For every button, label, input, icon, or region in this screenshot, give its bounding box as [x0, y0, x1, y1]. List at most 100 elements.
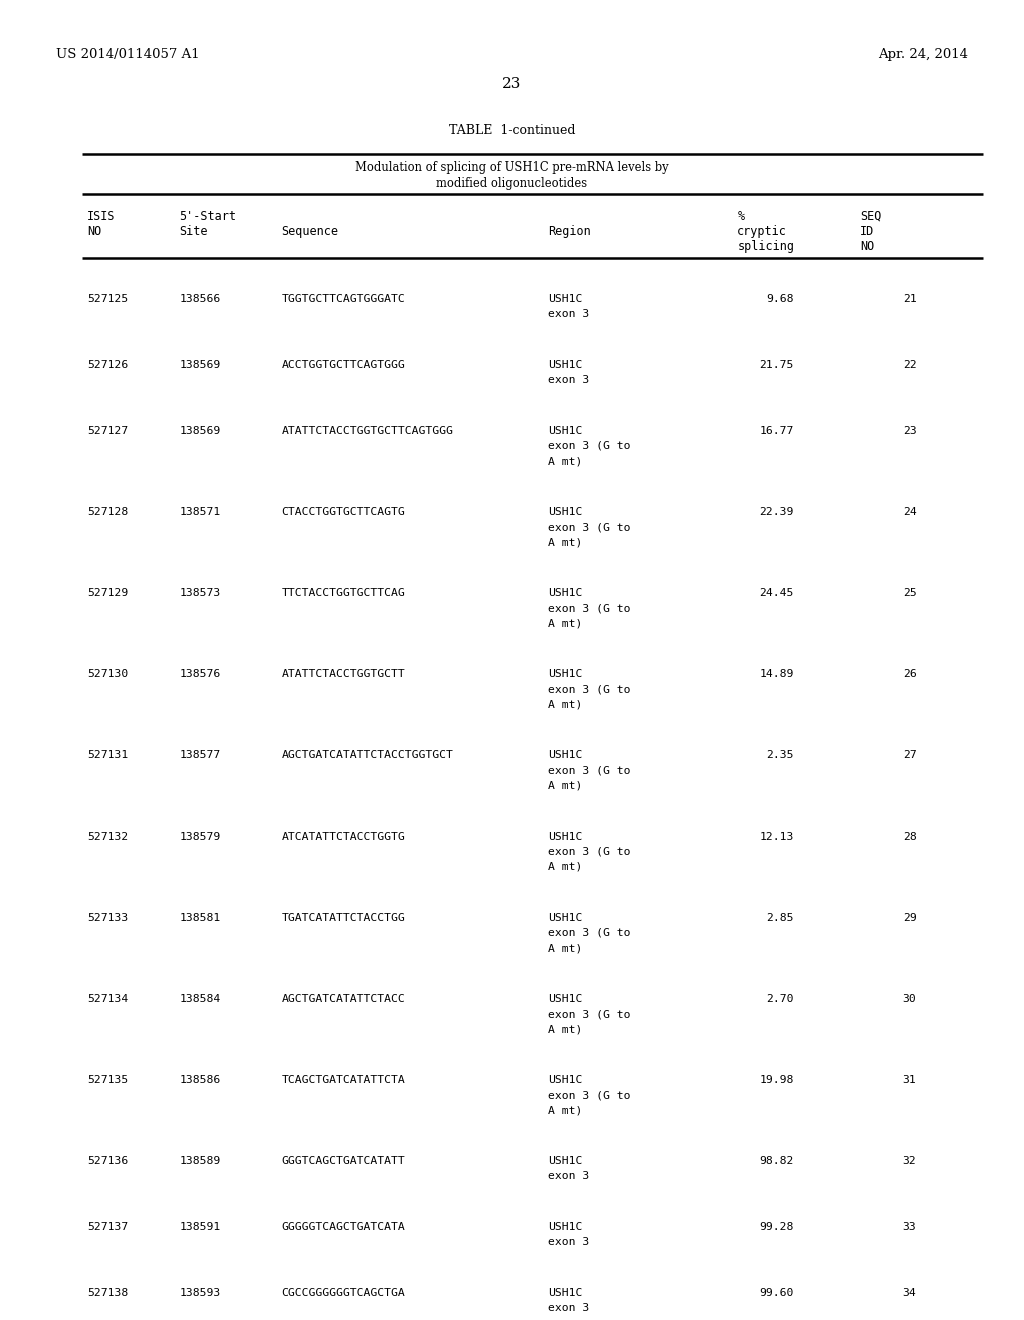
- Text: 138589: 138589: [179, 1156, 220, 1167]
- Text: 22: 22: [903, 359, 916, 370]
- Text: USH1C: USH1C: [548, 912, 583, 923]
- Text: exon 3: exon 3: [548, 1237, 589, 1247]
- Text: Sequence: Sequence: [282, 224, 339, 238]
- Text: USH1C: USH1C: [548, 669, 583, 680]
- Text: 2.35: 2.35: [766, 750, 794, 760]
- Text: exon 3 (G to: exon 3 (G to: [548, 846, 631, 857]
- Text: 23: 23: [503, 77, 521, 91]
- Text: A mt): A mt): [548, 780, 583, 791]
- Text: 527126: 527126: [87, 359, 128, 370]
- Text: CTACCTGGTGCTTCAGTG: CTACCTGGTGCTTCAGTG: [282, 507, 406, 517]
- Text: exon 3: exon 3: [548, 375, 589, 385]
- Text: USH1C: USH1C: [548, 1222, 583, 1233]
- Text: USH1C: USH1C: [548, 587, 583, 598]
- Text: 527133: 527133: [87, 912, 128, 923]
- Text: 138571: 138571: [179, 507, 220, 517]
- Text: ID: ID: [860, 224, 874, 238]
- Text: 12.13: 12.13: [759, 832, 794, 842]
- Text: ACCTGGTGCTTCAGTGGG: ACCTGGTGCTTCAGTGGG: [282, 359, 406, 370]
- Text: 138586: 138586: [179, 1074, 220, 1085]
- Text: A mt): A mt): [548, 1024, 583, 1035]
- Text: ATCATATTCTACCTGGTG: ATCATATTCTACCTGGTG: [282, 832, 406, 842]
- Text: A mt): A mt): [548, 1105, 583, 1115]
- Text: 527125: 527125: [87, 293, 128, 304]
- Text: 31: 31: [903, 1074, 916, 1085]
- Text: Apr. 24, 2014: Apr. 24, 2014: [878, 48, 968, 61]
- Text: 527129: 527129: [87, 587, 128, 598]
- Text: AGCTGATCATATTCTACCTGGTGCT: AGCTGATCATATTCTACCTGGTGCT: [282, 750, 454, 760]
- Text: ISIS: ISIS: [87, 210, 116, 223]
- Text: exon 3 (G to: exon 3 (G to: [548, 1008, 631, 1019]
- Text: 527136: 527136: [87, 1156, 128, 1167]
- Text: A mt): A mt): [548, 942, 583, 953]
- Text: 527128: 527128: [87, 507, 128, 517]
- Text: USH1C: USH1C: [548, 1156, 583, 1167]
- Text: 19.98: 19.98: [759, 1074, 794, 1085]
- Text: 21: 21: [903, 293, 916, 304]
- Text: USH1C: USH1C: [548, 832, 583, 842]
- Text: A mt): A mt): [548, 618, 583, 628]
- Text: 30: 30: [903, 994, 916, 1005]
- Text: 22.39: 22.39: [759, 507, 794, 517]
- Text: 527127: 527127: [87, 425, 128, 436]
- Text: 527138: 527138: [87, 1288, 128, 1299]
- Text: 25: 25: [903, 587, 916, 598]
- Text: modified oligonucleotides: modified oligonucleotides: [436, 177, 588, 190]
- Text: ATATTCTACCTGGTGCTT: ATATTCTACCTGGTGCTT: [282, 669, 406, 680]
- Text: 14.89: 14.89: [759, 669, 794, 680]
- Text: 9.68: 9.68: [766, 293, 794, 304]
- Text: USH1C: USH1C: [548, 359, 583, 370]
- Text: 527130: 527130: [87, 669, 128, 680]
- Text: TGGTGCTTCAGTGGGATC: TGGTGCTTCAGTGGGATC: [282, 293, 406, 304]
- Text: 27: 27: [903, 750, 916, 760]
- Text: 23: 23: [903, 425, 916, 436]
- Text: exon 3: exon 3: [548, 1303, 589, 1313]
- Text: 5'-Start: 5'-Start: [179, 210, 237, 223]
- Text: USH1C: USH1C: [548, 1074, 583, 1085]
- Text: 138577: 138577: [179, 750, 220, 760]
- Text: USH1C: USH1C: [548, 1288, 583, 1299]
- Text: 28: 28: [903, 832, 916, 842]
- Text: AGCTGATCATATTCTACC: AGCTGATCATATTCTACC: [282, 994, 406, 1005]
- Text: 24: 24: [903, 507, 916, 517]
- Text: 138591: 138591: [179, 1222, 220, 1233]
- Text: 34: 34: [903, 1288, 916, 1299]
- Text: 99.28: 99.28: [759, 1222, 794, 1233]
- Text: exon 3: exon 3: [548, 1171, 589, 1181]
- Text: 16.77: 16.77: [759, 425, 794, 436]
- Text: 138569: 138569: [179, 425, 220, 436]
- Text: Modulation of splicing of USH1C pre-mRNA levels by: Modulation of splicing of USH1C pre-mRNA…: [355, 161, 669, 174]
- Text: exon 3 (G to: exon 3 (G to: [548, 521, 631, 532]
- Text: exon 3 (G to: exon 3 (G to: [548, 1090, 631, 1101]
- Text: 21.75: 21.75: [759, 359, 794, 370]
- Text: CGCCGGGGGGTCAGCTGA: CGCCGGGGGGTCAGCTGA: [282, 1288, 406, 1299]
- Text: 527132: 527132: [87, 832, 128, 842]
- Text: GGGGGTCAGCTGATCATA: GGGGGTCAGCTGATCATA: [282, 1222, 406, 1233]
- Text: USH1C: USH1C: [548, 507, 583, 517]
- Text: 527137: 527137: [87, 1222, 128, 1233]
- Text: 99.60: 99.60: [759, 1288, 794, 1299]
- Text: NO: NO: [860, 240, 874, 253]
- Text: 527134: 527134: [87, 994, 128, 1005]
- Text: exon 3 (G to: exon 3 (G to: [548, 928, 631, 939]
- Text: 138573: 138573: [179, 587, 220, 598]
- Text: Site: Site: [179, 224, 208, 238]
- Text: splicing: splicing: [737, 240, 795, 253]
- Text: USH1C: USH1C: [548, 750, 583, 760]
- Text: USH1C: USH1C: [548, 293, 583, 304]
- Text: A mt): A mt): [548, 700, 583, 710]
- Text: 527131: 527131: [87, 750, 128, 760]
- Text: cryptic: cryptic: [737, 224, 787, 238]
- Text: A mt): A mt): [548, 455, 583, 466]
- Text: US 2014/0114057 A1: US 2014/0114057 A1: [56, 48, 200, 61]
- Text: exon 3 (G to: exon 3 (G to: [548, 603, 631, 614]
- Text: 98.82: 98.82: [759, 1156, 794, 1167]
- Text: 29: 29: [903, 912, 916, 923]
- Text: 24.45: 24.45: [759, 587, 794, 598]
- Text: NO: NO: [87, 224, 101, 238]
- Text: A mt): A mt): [548, 862, 583, 873]
- Text: 32: 32: [903, 1156, 916, 1167]
- Text: 138581: 138581: [179, 912, 220, 923]
- Text: 2.85: 2.85: [766, 912, 794, 923]
- Text: 26: 26: [903, 669, 916, 680]
